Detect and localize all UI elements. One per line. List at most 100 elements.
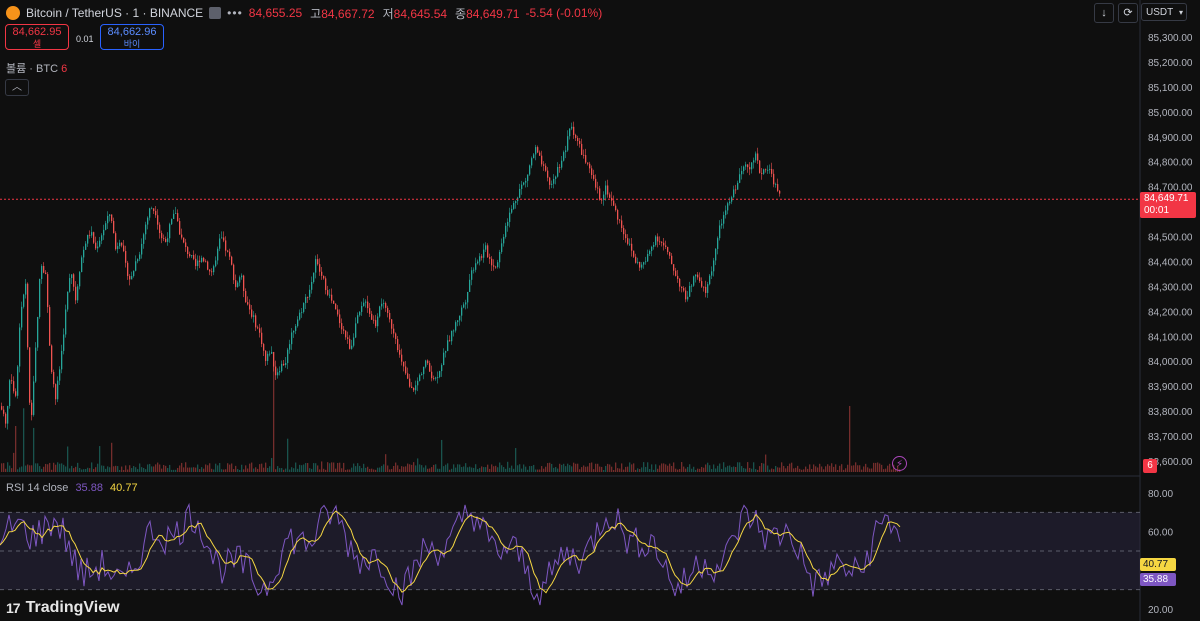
candle-body <box>433 378 435 379</box>
candle-body <box>739 174 741 183</box>
volume-bar <box>137 469 139 472</box>
volume-bar <box>595 463 597 472</box>
volume-bar <box>567 463 569 472</box>
candle-body <box>481 256 483 258</box>
candle-body <box>507 221 509 226</box>
volume-bar <box>719 463 721 472</box>
candle-body <box>653 245 655 247</box>
candle-body <box>279 371 281 373</box>
rsi-tick-label: 20.00 <box>1148 605 1173 616</box>
volume-bar <box>797 465 799 472</box>
candle-body <box>321 271 323 276</box>
candle-body <box>419 375 421 381</box>
candle-body <box>271 352 273 354</box>
more-dots-icon[interactable]: ••• <box>227 6 243 20</box>
volume-bar <box>445 464 447 472</box>
volume-bar <box>741 466 743 472</box>
volume-bar <box>687 466 689 472</box>
symbol-title[interactable]: Bitcoin / TetherUS · 1 · BINANCE <box>26 6 204 20</box>
volume-bar <box>27 464 29 472</box>
volume-bar <box>389 469 391 472</box>
candle-body <box>91 232 93 236</box>
volume-bar <box>167 468 169 472</box>
lightning-icon[interactable]: ⚡ <box>892 456 907 471</box>
volume-bar <box>453 464 455 472</box>
volume-legend[interactable]: 볼륨 · BTC 6 <box>6 60 67 76</box>
volume-bar <box>437 468 439 472</box>
volume-bar <box>757 469 759 472</box>
volume-bar <box>11 468 13 472</box>
price-tick-label: 83,900.00 <box>1148 382 1193 393</box>
volume-bar <box>863 466 865 472</box>
volume-bar <box>309 468 311 472</box>
candle-body <box>473 269 475 271</box>
candle-body <box>745 164 747 167</box>
candle-body <box>697 274 699 278</box>
volume-bar <box>371 468 373 472</box>
volume-bar <box>699 468 701 472</box>
candle-body <box>535 147 537 155</box>
candle-body <box>677 275 679 279</box>
refresh-icon[interactable]: ⟳ <box>1118 3 1138 23</box>
volume-bar <box>649 468 651 472</box>
candle-body <box>703 286 705 288</box>
volume-bar <box>703 467 705 472</box>
download-icon[interactable]: ↓ <box>1094 3 1114 23</box>
volume-bar <box>809 464 811 472</box>
volume-bar <box>755 469 757 472</box>
symbol-tag-icon[interactable] <box>209 7 222 19</box>
rsi-axis-ticks: 80.00 60.00 20.00 <box>1148 489 1173 616</box>
currency-select[interactable]: USDT ▾ <box>1141 3 1187 21</box>
candle-body <box>243 275 245 292</box>
volume-bar <box>517 465 519 472</box>
volume-bar <box>811 469 813 472</box>
candle-body <box>79 272 81 287</box>
candle-body <box>489 257 491 259</box>
volume-bar <box>669 463 671 472</box>
volume-bar <box>667 465 669 472</box>
price-tick-label: 84,700.00 <box>1148 183 1193 194</box>
volume-bar <box>585 466 587 472</box>
chevron-up-icon[interactable]: ︿ <box>5 79 29 96</box>
candle-body <box>35 347 37 382</box>
candle-body <box>417 380 419 386</box>
candle-body <box>441 365 443 372</box>
volume-bar <box>629 462 631 472</box>
candle-body <box>645 261 647 263</box>
volume-bar <box>851 465 853 472</box>
volume-bar <box>443 466 445 472</box>
volume-bar <box>377 467 379 472</box>
candle-body <box>455 322 457 331</box>
candle-body <box>771 168 773 174</box>
volume-bar <box>473 467 475 472</box>
candle-body <box>107 215 109 224</box>
volume-bar <box>417 458 419 472</box>
candle-body <box>649 250 651 255</box>
volume-bar <box>301 465 303 472</box>
candle-body <box>495 266 497 268</box>
candle-body <box>595 178 597 188</box>
change-value: -5.54 (-0.01%) <box>525 6 603 20</box>
candle-body <box>193 255 195 259</box>
volume-bar <box>369 468 371 472</box>
sell-button[interactable]: 84,662.95 셀 <box>5 24 69 50</box>
volume-bar <box>791 462 793 472</box>
candle-body <box>227 250 229 252</box>
volume-bar <box>631 464 633 472</box>
volume-bar <box>159 464 161 472</box>
rsi-legend[interactable]: RSI 14 close 35.88 40.77 <box>6 482 138 494</box>
candle-body <box>323 275 325 279</box>
candle-body <box>291 332 293 345</box>
volume-bar <box>849 406 851 472</box>
volume-bar <box>199 469 201 472</box>
volume-bar <box>655 464 657 472</box>
candle-body <box>749 167 751 170</box>
buy-button[interactable]: 84,662.96 바이 <box>100 24 164 50</box>
candle-body <box>537 147 539 153</box>
tradingview-logo[interactable]: 17 TradingView <box>6 599 120 617</box>
candle-body <box>573 126 575 135</box>
candle-body <box>585 155 587 163</box>
volume-bar <box>327 462 329 472</box>
candle-body <box>369 308 371 314</box>
